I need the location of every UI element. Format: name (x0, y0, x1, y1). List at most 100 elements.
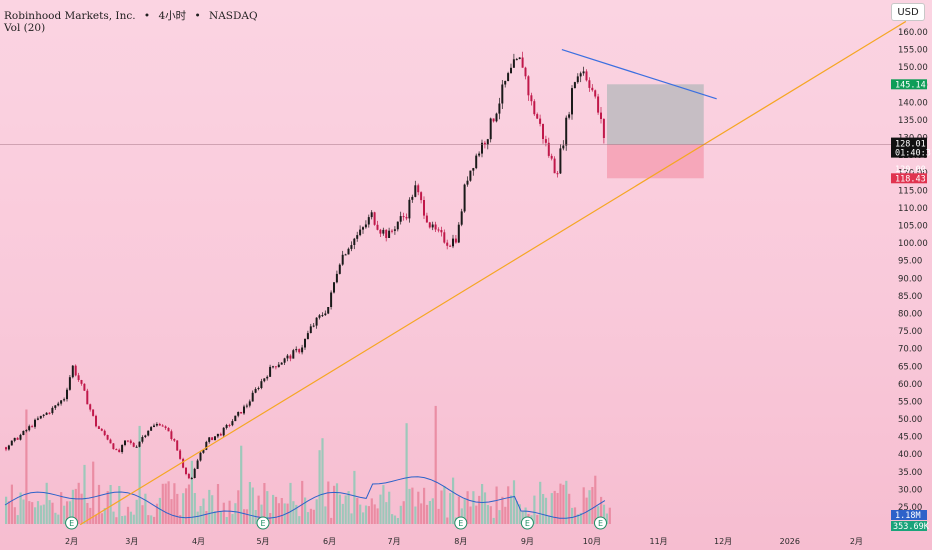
target-price-label-bg (891, 79, 927, 90)
x-tick-label: 2月 (65, 537, 78, 546)
volume-bar (542, 494, 545, 524)
x-tick-label: 8月 (454, 537, 467, 546)
candle-body (28, 426, 31, 431)
y-tick-label: 65.00 (898, 362, 922, 372)
volume-bar (420, 503, 423, 524)
volume-bar (205, 511, 208, 524)
volume-bar (60, 492, 63, 524)
volume-bar (579, 512, 582, 524)
earnings-marker (256, 516, 270, 530)
earnings-marker-label: E (260, 519, 265, 528)
volume-bar (591, 487, 594, 524)
candle-body (544, 139, 547, 143)
candle-body (100, 428, 103, 431)
volume-bar (193, 493, 196, 524)
y-tick-label: 100.00 (898, 239, 928, 249)
candle-body (80, 380, 83, 384)
volume-bar (126, 506, 130, 524)
volume-bar (202, 498, 205, 524)
earnings-marker (594, 516, 607, 530)
candle-body (475, 155, 478, 169)
candle-body (147, 430, 150, 436)
volume-bar (222, 502, 225, 524)
candle-body (431, 224, 434, 228)
candle-body (31, 426, 34, 428)
candle-body (463, 184, 466, 212)
candle-body (457, 224, 460, 243)
volume-bar (147, 515, 150, 524)
volume-bar (28, 501, 31, 524)
candle-body (568, 114, 571, 118)
y-tick-label: 40.00 (898, 450, 922, 460)
volume-bar (31, 502, 34, 524)
candle-body (318, 315, 321, 318)
volume-bar (5, 496, 8, 524)
volume-bar (272, 494, 275, 524)
x-tick-label: 11月 (650, 537, 668, 546)
volume-bar (199, 506, 202, 524)
candle-body (344, 254, 347, 256)
volume-label-bg (891, 521, 927, 531)
volume-bar (335, 483, 339, 524)
symbol-name[interactable]: Robinhood Markets, Inc. (4, 10, 136, 22)
currency-button[interactable]: USD (891, 3, 925, 21)
candle-body (132, 442, 135, 447)
candle-body (423, 200, 425, 216)
candle-body (338, 264, 341, 274)
volume-bar (283, 503, 286, 524)
volume-bar (466, 491, 469, 524)
candle-body (193, 468, 196, 478)
candle-body (10, 440, 13, 446)
candle-body (388, 230, 391, 238)
volume-bar (318, 450, 321, 524)
candle-body (367, 217, 370, 225)
candle-body (176, 440, 179, 451)
candle-body (405, 217, 408, 219)
candle-body (309, 326, 312, 333)
candle-body (231, 421, 234, 426)
candle-body (573, 82, 576, 89)
interval-label[interactable]: 4小时 (158, 10, 187, 22)
volume-bar (364, 505, 368, 524)
volume-bar (556, 493, 559, 524)
candle-body (51, 407, 54, 414)
volume-bar (45, 482, 48, 524)
candle-body (298, 349, 301, 353)
volume-bar (571, 507, 574, 524)
volume-bar (80, 493, 83, 524)
volume-bar (196, 511, 199, 524)
volume-bar (521, 511, 524, 524)
candle-body (576, 76, 579, 83)
candle-body (376, 224, 379, 230)
volume-bar (211, 495, 214, 524)
candle-body (486, 139, 489, 145)
candle-body (103, 430, 106, 436)
candle-body (527, 76, 530, 96)
volume-bar (309, 508, 312, 524)
volume-bar (304, 497, 307, 524)
candle-body (391, 230, 393, 232)
volume-bar (568, 493, 571, 524)
candle-body (437, 229, 440, 231)
volume-bar (231, 514, 234, 524)
volume-bar (237, 490, 240, 524)
volume-bar (34, 507, 37, 524)
y-tick-label: 55.00 (898, 397, 922, 407)
candle-body (138, 441, 141, 447)
volume-bar (440, 490, 443, 524)
candle-body (199, 452, 202, 461)
candle-body (594, 90, 597, 97)
volume-bar (333, 485, 336, 524)
candle-body (304, 339, 306, 348)
candle-body (434, 224, 437, 230)
volume-indicator-legend[interactable]: Vol (20) (4, 22, 46, 34)
candle-body (126, 440, 129, 442)
candle-body (97, 426, 100, 429)
volume-bar (164, 483, 167, 524)
candle-body (257, 388, 260, 389)
candle-body (272, 366, 274, 368)
candle-body (582, 71, 585, 74)
x-tick-label: 3月 (125, 537, 138, 546)
candle-body (106, 435, 109, 440)
